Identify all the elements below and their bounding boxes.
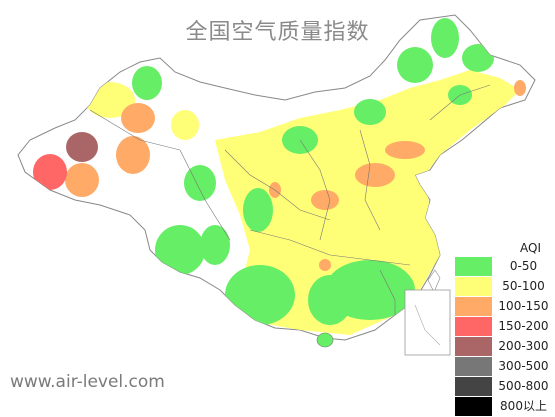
website-label: www.air-level.com	[10, 372, 165, 392]
region-good-northeast	[431, 18, 459, 58]
region-sensitive-west	[65, 163, 99, 197]
legend-swatch	[455, 317, 492, 336]
legend-label: 200-300	[498, 339, 549, 353]
legend-label: 300-500	[498, 359, 549, 373]
legend-row: 300-500	[455, 357, 555, 376]
legend-row: 50-100	[455, 277, 555, 296]
legend-row: 500-800	[455, 377, 555, 396]
legend-label: 500-800	[498, 379, 549, 393]
region-good-west	[155, 225, 205, 275]
region-unhealthy	[33, 154, 67, 190]
china-aqi-map	[17, 14, 536, 356]
region-sensitive-north	[355, 163, 395, 187]
legend-label: 50-100	[502, 279, 545, 293]
region-very-unhealthy	[66, 132, 98, 162]
legend-title: AQI	[520, 241, 541, 255]
legend-row: 100-150	[455, 297, 555, 316]
aqi-legend: AQI 0-50 50-100 100-150 150-200 200-300 300-5…	[455, 240, 555, 417]
legend-swatch	[455, 297, 492, 316]
legend-label: 100-150	[498, 299, 549, 313]
legend-row: 200-300	[455, 337, 555, 356]
legend-label: 150-200	[498, 319, 549, 333]
legend-swatch	[455, 277, 492, 296]
map-title: 全国空气质量指数	[185, 20, 370, 45]
legend-swatch	[455, 257, 492, 276]
legend-row: 150-200	[455, 317, 555, 336]
legend-label: 0-50	[509, 259, 538, 273]
south-sea-inset	[404, 289, 451, 356]
legend-swatch	[455, 357, 492, 376]
legend-row: 0-50	[455, 257, 555, 276]
hainan-island	[316, 332, 334, 348]
legend-swatch	[455, 337, 492, 356]
legend-swatch	[455, 377, 492, 396]
